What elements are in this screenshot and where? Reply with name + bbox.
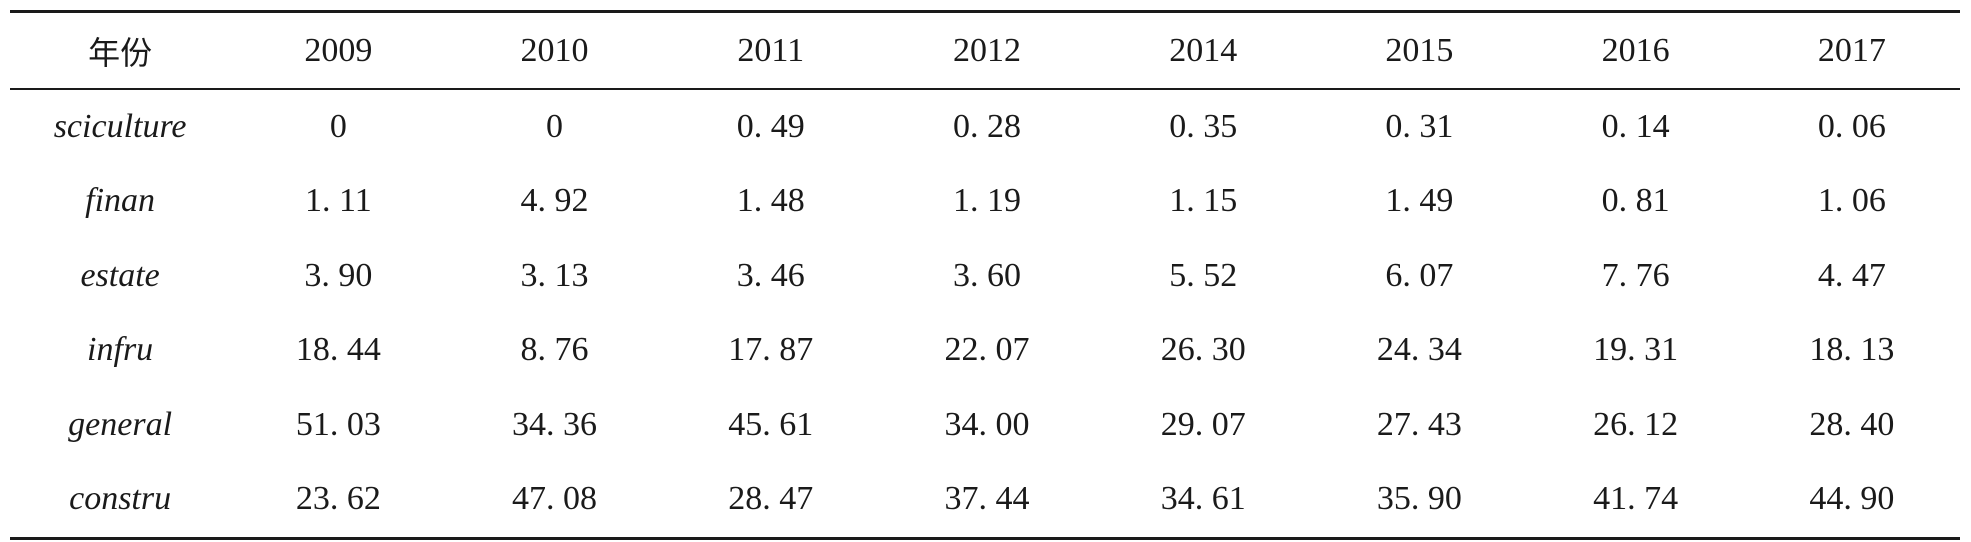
header-year: 2016 (1601, 31, 1670, 69)
table-cell: 1. 11 (304, 182, 372, 220)
table-grid: 年份 2009 2010 2011 2012 2014 2015 2016 20… (10, 13, 1960, 88)
table-cell: 27. 43 (1376, 405, 1462, 443)
table-cell: 34. 00 (944, 405, 1030, 443)
table-header: 年份 2009 2010 2011 2012 2014 2015 2016 20… (10, 13, 1960, 88)
table-cell: 8. 76 (520, 331, 589, 369)
table-cell: 7. 76 (1601, 256, 1670, 294)
table-cell: 34. 61 (1160, 480, 1246, 518)
table-cell: 6. 07 (1385, 256, 1454, 294)
data-table: 年份 2009 2010 2011 2012 2014 2015 2016 20… (10, 10, 1960, 540)
table-row: infru 18. 44 8. 76 17. 87 22. 07 26. 30 … (10, 313, 1960, 388)
table-cell: 44. 90 (1809, 480, 1895, 518)
row-label: constru (69, 480, 172, 518)
row-label: estate (80, 256, 160, 294)
table-cell: 29. 07 (1160, 405, 1246, 443)
table-cell: 3. 46 (736, 256, 805, 294)
row-label: general (68, 405, 173, 443)
table-row: constru 23. 62 47. 08 28. 47 37. 44 34. … (10, 462, 1960, 537)
table-body: sciculture 0 0 0. 49 0. 28 0. 35 0. 31 0… (10, 90, 1960, 537)
row-label: sciculture (53, 107, 187, 145)
header-year: 2014 (1169, 31, 1238, 69)
table-cell: 17. 87 (728, 331, 814, 369)
table-cell: 1. 48 (736, 182, 805, 220)
table-cell: 0. 31 (1385, 107, 1454, 145)
table-cell: 1. 15 (1169, 182, 1238, 220)
table-top-rule (10, 10, 1960, 13)
row-label: finan (85, 182, 156, 220)
table-cell: 47. 08 (512, 480, 598, 518)
table-body-grid: sciculture 0 0 0. 49 0. 28 0. 35 0. 31 0… (10, 90, 1960, 537)
table-cell: 37. 44 (944, 480, 1030, 518)
header-year-label: 年份 (88, 33, 153, 72)
table-cell: 0 (546, 107, 564, 145)
row-label: infru (87, 331, 154, 369)
table-bottom-rule (10, 536, 1960, 540)
table-cell: 35. 90 (1376, 480, 1462, 518)
table-cell: 28. 40 (1809, 405, 1895, 443)
table-cell: 5. 52 (1169, 256, 1238, 294)
table-cell: 0 (329, 107, 347, 145)
table-row: general 51. 03 34. 36 45. 61 34. 00 29. … (10, 388, 1960, 463)
header-year: 2011 (737, 31, 805, 69)
table-row: finan 1. 11 4. 92 1. 48 1. 19 1. 15 1. 4… (10, 164, 1960, 239)
table-cell: 1. 49 (1385, 182, 1454, 220)
table-cell: 23. 62 (295, 480, 381, 518)
table-cell: 4. 92 (520, 182, 589, 220)
table-cell: 34. 36 (512, 405, 598, 443)
table-cell: 51. 03 (295, 405, 381, 443)
table-cell: 41. 74 (1593, 480, 1679, 518)
table-cell: 0. 49 (736, 107, 805, 145)
header-year: 2010 (520, 31, 589, 69)
table-cell: 22. 07 (944, 331, 1030, 369)
table-cell: 0. 81 (1601, 182, 1670, 220)
table-header-rule (10, 88, 1960, 90)
table-cell: 0. 14 (1601, 107, 1670, 145)
table-cell: 4. 47 (1817, 256, 1886, 294)
table-cell: 26. 12 (1593, 405, 1679, 443)
table-row: estate 3. 90 3. 13 3. 46 3. 60 5. 52 6. … (10, 239, 1960, 314)
table-cell: 0. 06 (1817, 107, 1886, 145)
table-cell: 3. 60 (952, 256, 1021, 294)
table-cell: 18. 44 (295, 331, 381, 369)
header-row: 年份 2009 2010 2011 2012 2014 2015 2016 20… (10, 13, 1960, 88)
table-cell: 3. 90 (304, 256, 373, 294)
table-row: sciculture 0 0 0. 49 0. 28 0. 35 0. 31 0… (10, 90, 1960, 165)
header-year: 2015 (1385, 31, 1454, 69)
table-cell: 45. 61 (728, 405, 814, 443)
header-year: 2017 (1817, 31, 1886, 69)
table-cell: 28. 47 (728, 480, 814, 518)
table-cell: 26. 30 (1160, 331, 1246, 369)
table-cell: 19. 31 (1593, 331, 1679, 369)
header-year: 2012 (952, 31, 1021, 69)
table-cell: 1. 06 (1817, 182, 1886, 220)
table-cell: 18. 13 (1809, 331, 1895, 369)
table-cell: 1. 19 (952, 182, 1021, 220)
table-cell: 0. 35 (1169, 107, 1238, 145)
header-year: 2009 (304, 31, 373, 69)
table-cell: 24. 34 (1376, 331, 1462, 369)
table-cell: 3. 13 (520, 256, 589, 294)
table-cell: 0. 28 (952, 107, 1021, 145)
